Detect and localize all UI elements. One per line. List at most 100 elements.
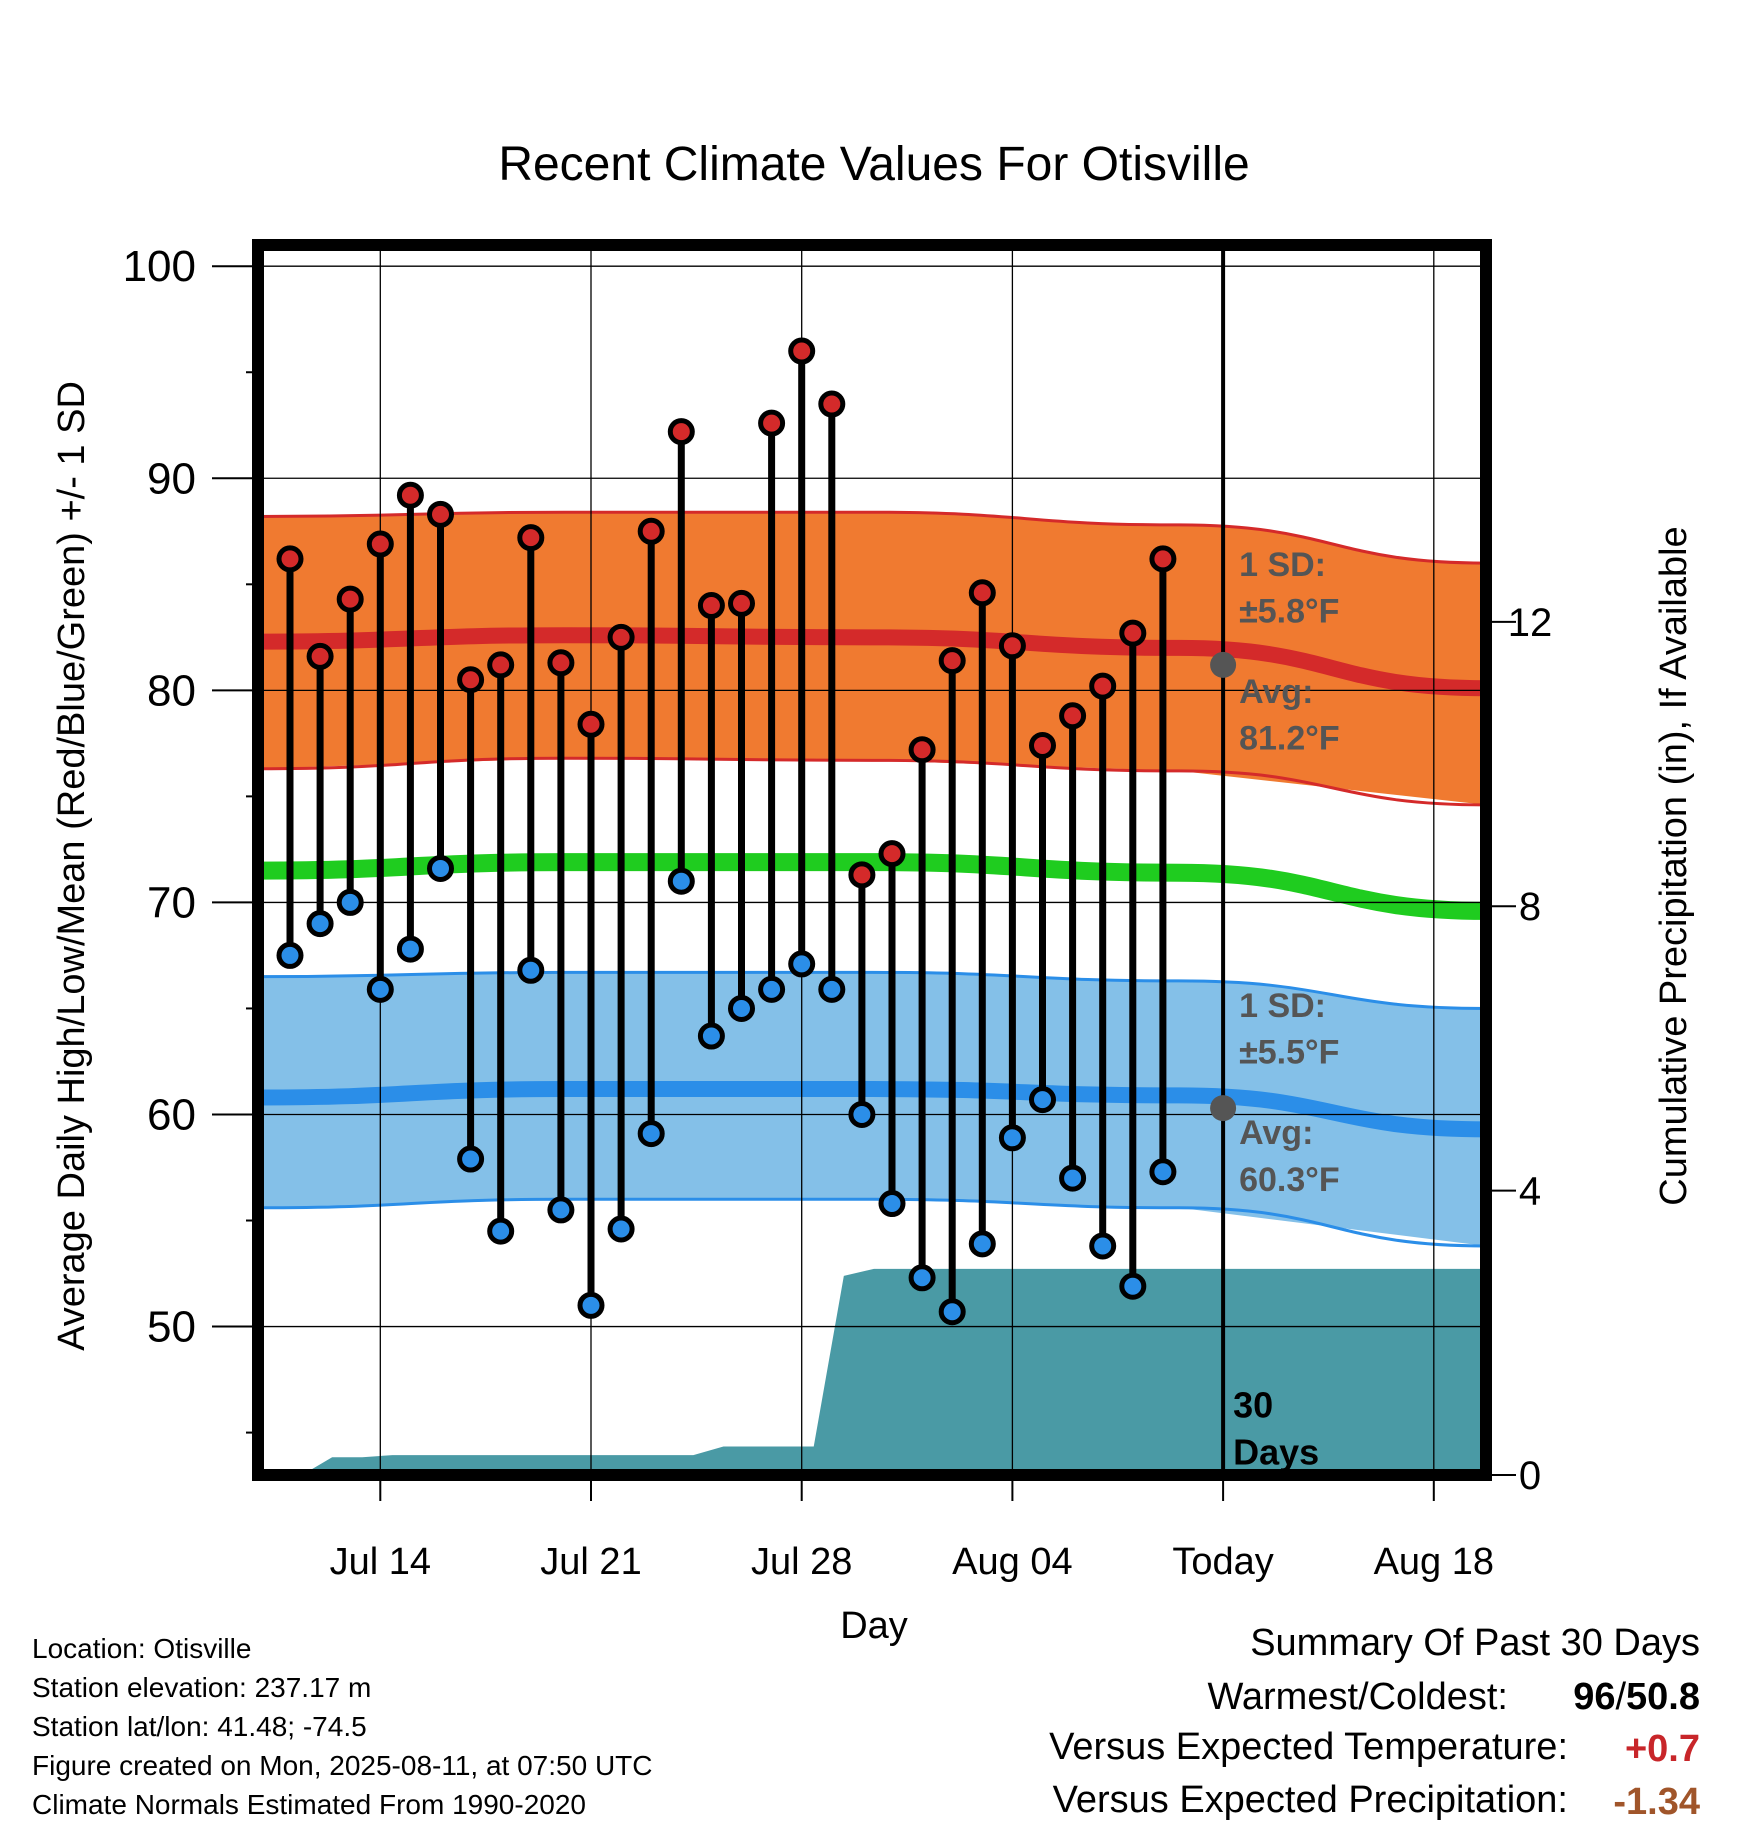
summary-precip-label: Versus Expected Precipitation: — [1052, 1779, 1568, 1821]
mean-avg-line — [257, 853, 1487, 920]
low-marker — [1089, 1232, 1117, 1260]
y-tick-label: 50 — [147, 1303, 196, 1352]
low-marker — [607, 1215, 635, 1243]
low-marker — [336, 888, 364, 916]
low-marker — [848, 1100, 876, 1128]
high-marker — [697, 592, 725, 620]
low-marker — [908, 1264, 936, 1292]
y-tick-label: 70 — [147, 878, 196, 927]
high-marker — [607, 623, 635, 651]
x-tick-label: Jul 14 — [330, 1541, 431, 1583]
high-marker — [1029, 731, 1056, 759]
plot-frame — [252, 239, 1492, 1481]
high-sd-band-upper-edge — [257, 510, 1487, 565]
days-label-text: Days — [1233, 1431, 1319, 1472]
low-sd-value: ±5.5°F — [1239, 1034, 1339, 1072]
low-marker — [306, 910, 334, 938]
high-marker — [577, 710, 605, 738]
footer-created: Figure created on Mon, 2025-08-11, at 07… — [32, 1750, 653, 1781]
high-sd-band-lower-edge — [257, 756, 1487, 807]
x-axis-label: Day — [840, 1605, 908, 1647]
low-marker — [758, 975, 786, 1003]
low-avg-label: Avg: — [1239, 1114, 1313, 1152]
high-marker — [878, 840, 906, 868]
low-marker — [968, 1230, 996, 1258]
slash: / — [1615, 1676, 1627, 1718]
low-marker — [818, 975, 846, 1003]
low-marker — [878, 1190, 906, 1218]
coldest-value: 50.8 — [1626, 1676, 1700, 1718]
high-marker — [667, 418, 695, 446]
high-marker — [547, 649, 575, 677]
low-sd-label: 1 SD: — [1239, 987, 1326, 1025]
summary-warmest-coldest-value: 96/50.8 — [1573, 1676, 1700, 1719]
low-marker — [667, 867, 695, 895]
summary-warmest-label: Warmest/Coldest: — [1207, 1676, 1508, 1718]
low-marker — [697, 1022, 725, 1050]
low-marker — [577, 1291, 605, 1319]
high-marker — [758, 409, 786, 437]
high-avg-line — [257, 627, 1487, 697]
footer-normals: Climate Normals Estimated From 1990-2020 — [32, 1789, 586, 1820]
low-avg-value: 60.3°F — [1239, 1161, 1340, 1199]
summary-precip-value: -1.34 — [1613, 1781, 1700, 1823]
low-marker — [637, 1120, 665, 1148]
y-axis-label: Average Daily High/Low/Mean (Red/Blue/Gr… — [51, 381, 93, 1351]
low-marker — [427, 854, 454, 882]
today-low-avg-dot — [1210, 1095, 1237, 1122]
high-marker — [517, 524, 545, 552]
high-marker — [1089, 672, 1117, 700]
summary-temp-value: +0.7 — [1624, 1728, 1700, 1770]
x-tick-label: Aug 04 — [952, 1541, 1072, 1583]
low-marker — [728, 994, 755, 1022]
high-marker — [1119, 619, 1147, 647]
days-label-number: 30 — [1233, 1385, 1273, 1426]
warmest-value: 96 — [1573, 1676, 1616, 1718]
low-marker — [547, 1196, 575, 1224]
high-marker — [908, 736, 936, 764]
high-marker — [306, 642, 334, 670]
high-marker — [818, 390, 846, 418]
low-marker — [517, 956, 545, 984]
plot-area: 1 SD: ±5.8°F Avg: 81.2°F 1 SD: ±5.5°F Avg: 60.3… — [123, 239, 1553, 1583]
low-marker — [1059, 1164, 1087, 1192]
y2-tick-label: 12 — [1508, 601, 1553, 645]
high-marker — [1059, 702, 1087, 730]
high-marker — [457, 666, 485, 694]
low-marker — [396, 935, 424, 963]
low-marker — [276, 941, 304, 969]
low-sd-band-upper-edge — [257, 970, 1487, 1010]
x-tick-label: Jul 28 — [751, 1541, 852, 1583]
low-marker — [788, 950, 816, 978]
high-marker — [487, 651, 515, 679]
low-marker — [938, 1298, 966, 1326]
chart-title: Recent Climate Values For Otisville — [498, 138, 1249, 191]
high-marker — [366, 530, 394, 558]
y-tick-label: 100 — [123, 242, 196, 291]
x-tick-label: Aug 18 — [1374, 1541, 1494, 1583]
low-avg-line — [257, 1081, 1487, 1138]
high-marker — [336, 585, 364, 613]
low-marker — [1029, 1086, 1056, 1114]
high-marker — [938, 647, 966, 675]
low-marker — [998, 1124, 1026, 1152]
high-marker — [396, 481, 424, 509]
low-marker — [366, 975, 394, 1003]
y-tick-label: 60 — [147, 1090, 196, 1139]
low-marker — [457, 1145, 485, 1173]
high-sd-value: ±5.8°F — [1239, 592, 1339, 630]
footer-elevation: Station elevation: 237.17 m — [32, 1672, 372, 1703]
low-marker — [1119, 1272, 1147, 1300]
x-tick-label: Jul 21 — [540, 1541, 641, 1583]
summary-temp-label: Versus Expected Temperature: — [1049, 1726, 1568, 1768]
low-marker — [487, 1217, 515, 1245]
high-marker — [637, 517, 665, 545]
footer-latlon: Station lat/lon: 41.48; -74.5 — [32, 1711, 367, 1742]
high-marker — [998, 632, 1026, 660]
y-tick-label: 90 — [147, 454, 196, 503]
summary-title: Summary Of Past 30 Days — [1250, 1622, 1700, 1664]
low-sd-band-lower-edge — [257, 1197, 1487, 1248]
today-high-avg-dot — [1210, 651, 1237, 678]
high-marker — [1149, 545, 1177, 573]
